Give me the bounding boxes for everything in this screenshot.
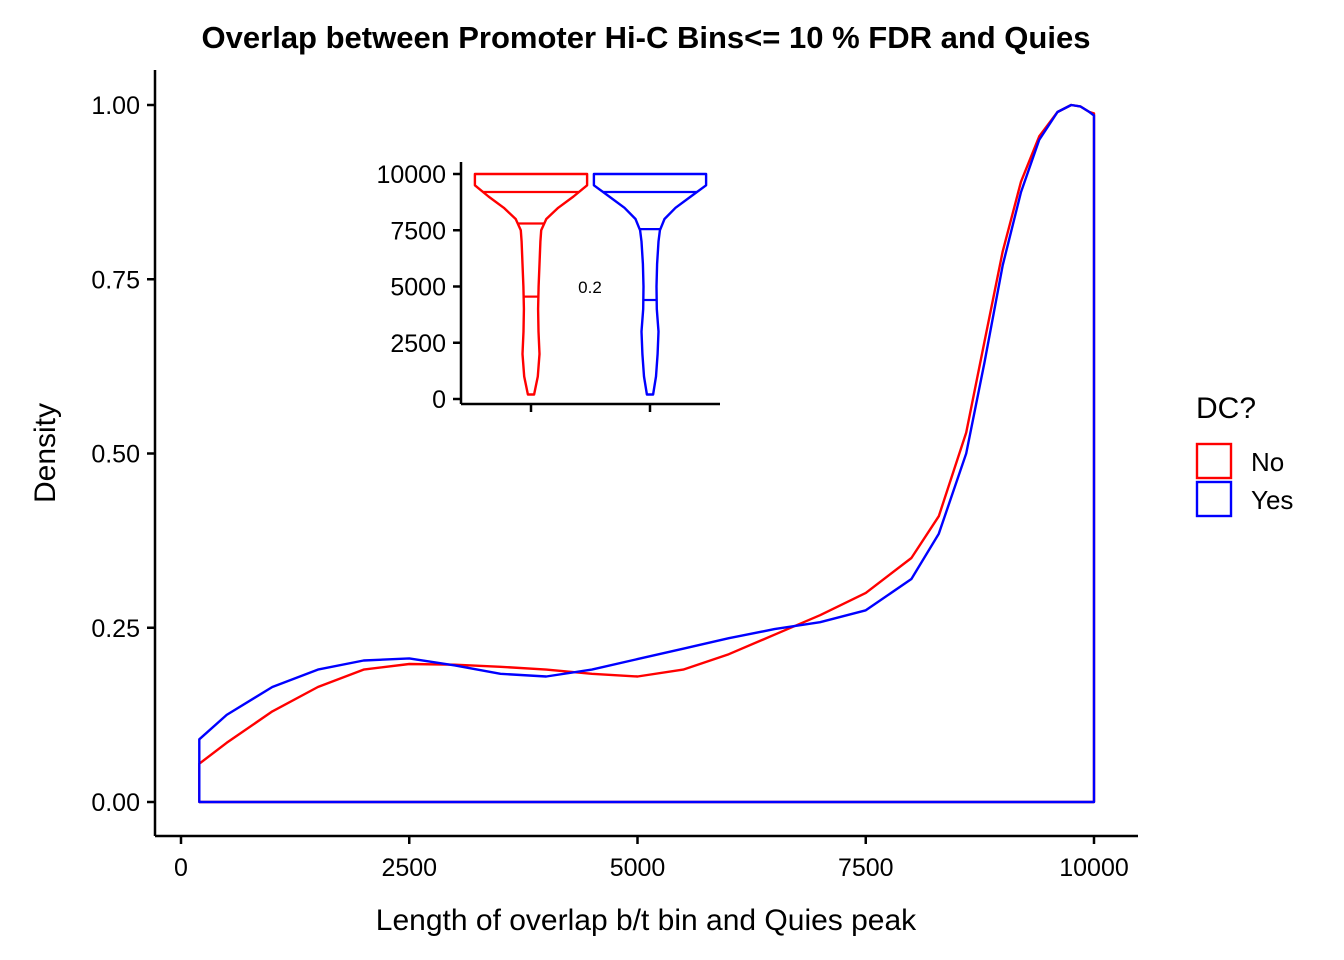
legend-key-no [1195, 442, 1233, 480]
inset-annotation: 0.2 [578, 278, 602, 297]
y-tick-label: 0.25 [91, 615, 140, 643]
legend: DC? No Yes [1195, 392, 1293, 518]
density-series-layer [198, 103, 1096, 804]
y-axis-ticks: 0.00 0.25 0.50 0.75 1.00 [91, 92, 155, 817]
x-tick-label: 0 [174, 854, 188, 882]
legend-key-yes [1195, 480, 1233, 518]
legend-label-yes: Yes [1251, 485, 1293, 515]
x-tick-label: 2500 [381, 854, 437, 882]
inset-y-tick-label: 5000 [390, 274, 446, 302]
x-tick-label: 7500 [838, 854, 894, 882]
inset-violin-plot: 0 2500 5000 7500 10000 0.2 [376, 161, 720, 414]
density-curve-no [198, 103, 1096, 804]
violin-no [473, 172, 589, 396]
inset-y-tick-label: 7500 [390, 217, 446, 245]
density-curve-yes [198, 103, 1096, 804]
legend-label-no: No [1251, 447, 1284, 477]
x-tick-label: 5000 [610, 854, 666, 882]
y-tick-label: 0.00 [91, 789, 140, 817]
violin-yes [592, 172, 708, 396]
inset-y-tick-label: 0 [432, 386, 446, 414]
legend-entries: No Yes [1195, 442, 1293, 518]
main-plot: 0.00 0.25 0.50 0.75 1.00 0 2500 5000 7500 10000 … [29, 70, 1138, 937]
inset-y-axis-ticks: 0 2500 5000 7500 10000 [376, 161, 461, 414]
inset-y-tick-label: 2500 [390, 330, 446, 358]
inset-x-axis-ticks [529, 404, 652, 412]
x-axis-ticks: 0 2500 5000 7500 10000 [174, 836, 1129, 882]
chart-title: Overlap between Promoter Hi-C Bins<= 10 … [202, 20, 1091, 55]
legend-title: DC? [1196, 392, 1256, 425]
y-tick-label: 0.50 [91, 441, 140, 469]
violin-layer [473, 172, 708, 396]
inset-y-tick-label: 10000 [376, 161, 446, 189]
y-tick-label: 1.00 [91, 92, 140, 120]
x-axis-title: Length of overlap b/t bin and Quies peak [376, 904, 917, 937]
x-tick-label: 10000 [1059, 854, 1129, 882]
y-axis-title: Density [29, 403, 62, 503]
y-tick-label: 0.75 [91, 266, 140, 294]
